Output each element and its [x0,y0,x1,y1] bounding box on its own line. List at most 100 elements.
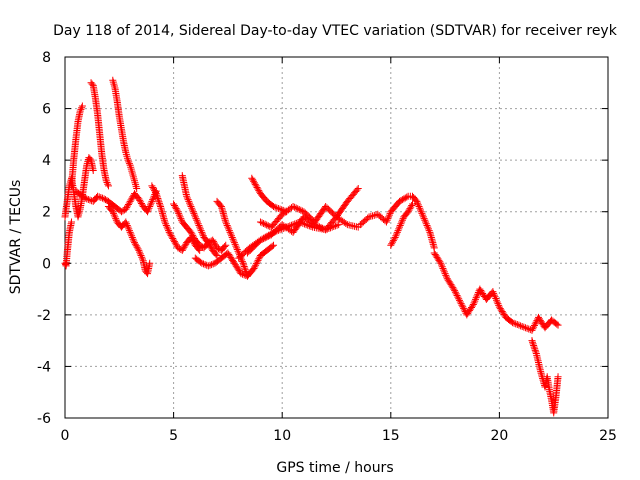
data-point [451,287,459,295]
data-point [110,209,118,217]
y-tick-label: 8 [42,50,51,66]
data-point [452,290,460,298]
data-point [441,270,449,278]
data-point [270,203,278,211]
data-point [283,223,291,231]
data-point [210,239,218,247]
data-point [289,203,297,211]
data-point [389,237,397,245]
data-point [185,197,193,205]
data-point [248,174,256,182]
data-point [391,234,399,241]
data-point [397,220,405,228]
data-point [137,252,145,260]
data-point [251,263,259,271]
data-point [449,284,457,292]
data-point [131,179,139,187]
data-point [412,196,420,204]
data-point [528,337,536,345]
data-point [138,255,146,263]
data-point [250,264,258,272]
data-point [243,271,251,279]
data-point [230,237,238,245]
data-point [354,185,362,193]
data-point [405,206,413,214]
data-point [271,203,279,211]
data-point [510,319,518,327]
data-point [173,206,181,214]
data-point [455,296,463,304]
data-point [459,303,467,311]
data-point [291,203,299,211]
data-point [110,211,118,219]
data-point [492,295,500,303]
data-point [171,239,179,247]
data-point [470,299,478,307]
data-point [78,104,86,112]
data-point [385,213,393,221]
data-point [372,211,380,219]
series-arc-17 [356,192,438,252]
data-point [295,206,303,214]
data-point [491,293,499,301]
data-point [132,242,140,250]
data-point [382,218,390,226]
data-point [132,181,140,189]
y-tick-label: 4 [42,153,51,169]
data-point [254,185,262,193]
data-point [119,207,127,215]
data-point [130,175,138,183]
axis-ticks: 0 5 10 15 20 25 -6 -4 -2 0 2 4 6 8 [37,50,617,444]
data-point [387,241,395,249]
data-point [78,102,86,110]
data-point [296,218,304,226]
data-point [395,223,403,231]
data-point [122,218,130,226]
data-point [223,221,231,229]
data-point [197,258,205,266]
data-point [270,228,278,236]
data-point [327,224,335,232]
data-point [153,193,161,201]
data-point [258,219,266,227]
data-point [188,206,196,214]
data-point [231,240,239,248]
data-point [252,260,260,268]
data-point [84,195,92,203]
data-point [328,223,336,231]
data-point [417,208,425,216]
data-point [531,320,539,328]
data-point [126,197,134,205]
data-point [273,227,281,235]
data-point [199,230,207,238]
data-point [165,227,173,235]
data-point [250,177,258,185]
data-point [304,221,312,229]
x-tick-label: 20 [490,428,508,444]
data-point [353,186,361,194]
data-point [179,245,187,253]
y-tick-label: 6 [42,102,51,118]
data-point [204,262,212,270]
data-point [456,298,464,306]
data-point [195,221,203,229]
data-point [407,203,415,211]
data-point [495,301,503,309]
data-point [136,250,144,258]
data-point [111,213,119,221]
data-point [168,233,176,241]
data-point [136,248,144,256]
x-tick-label: 0 [61,428,70,444]
data-point [148,197,156,205]
data-point [416,204,424,212]
grid [65,57,608,418]
data-point [233,244,241,252]
data-point [110,80,118,88]
data-point [134,245,142,253]
data-point [122,150,130,158]
data-point [437,259,445,267]
data-point [212,250,220,258]
data-point [442,271,450,279]
data-point [424,225,432,233]
data-point [199,260,207,268]
